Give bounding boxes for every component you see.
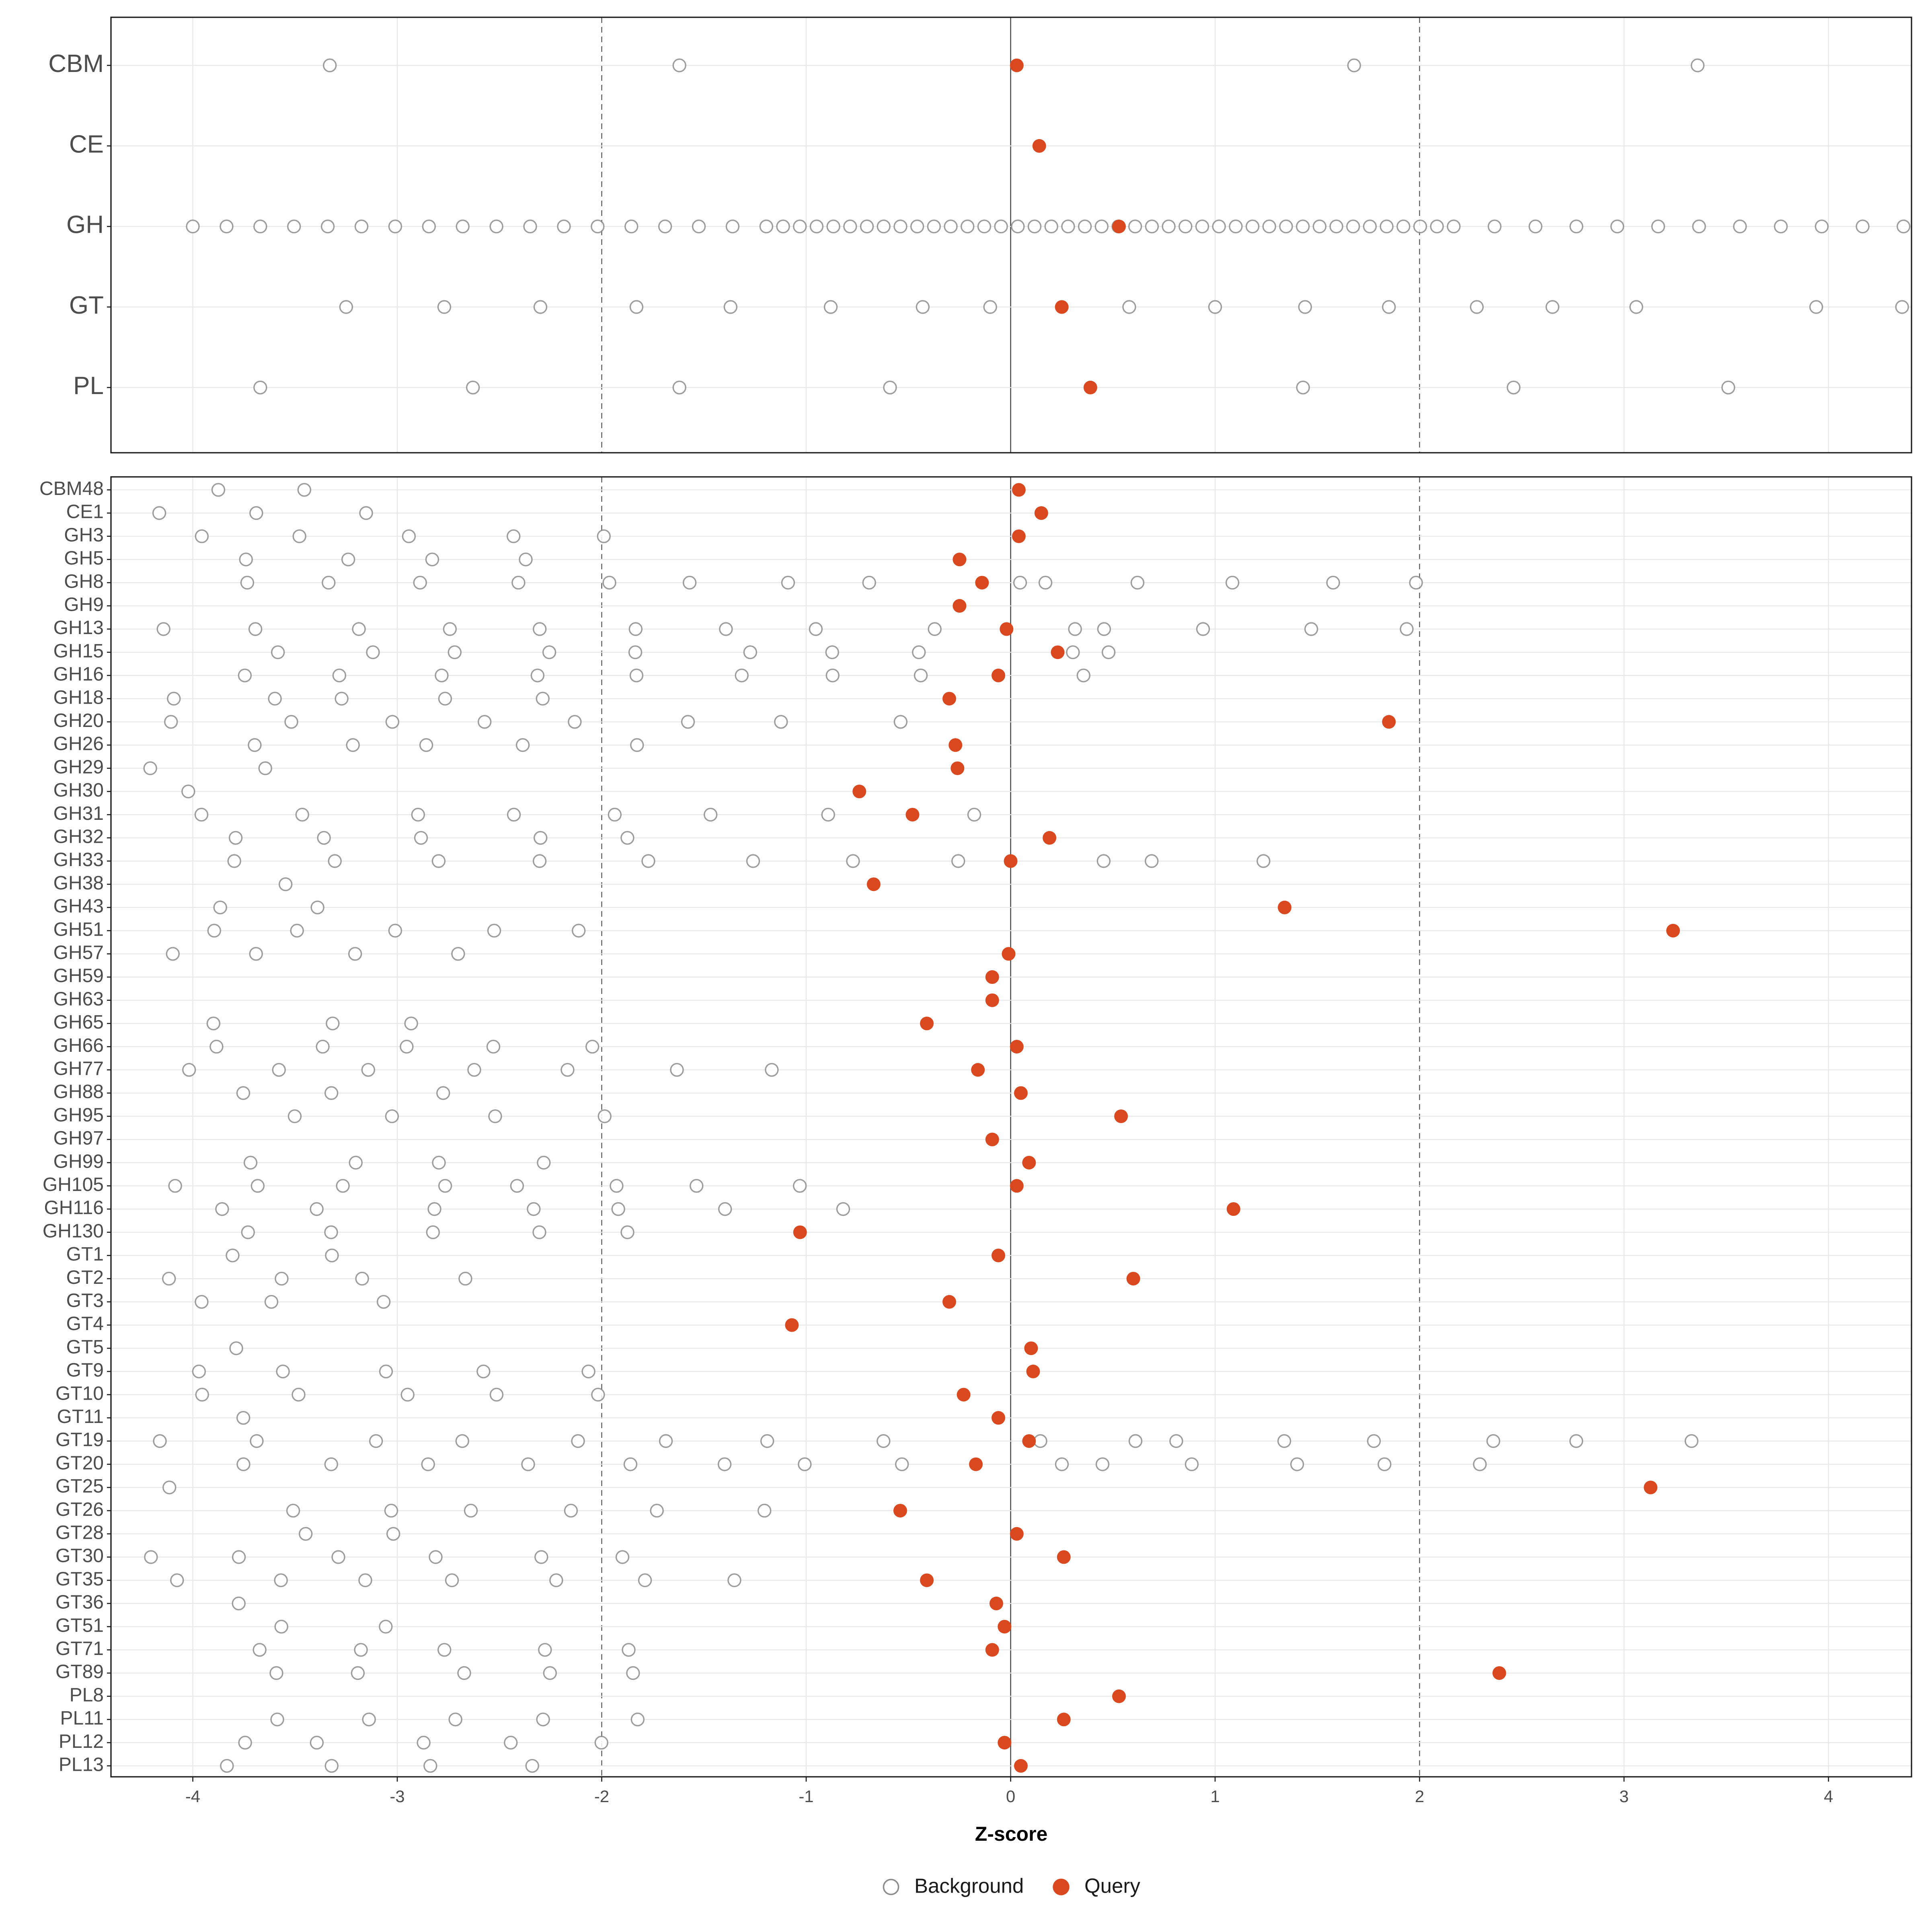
svg-text:GH8: GH8 [64,571,104,592]
svg-text:GH105: GH105 [43,1174,104,1195]
svg-text:GH116: GH116 [44,1197,104,1219]
svg-text:GT4: GT4 [66,1313,104,1335]
svg-text:GH20: GH20 [53,710,104,731]
svg-text:Query: Query [1084,1874,1140,1897]
svg-text:PL12: PL12 [59,1731,104,1752]
svg-text:2: 2 [1415,1787,1424,1806]
svg-text:GH16: GH16 [53,664,104,685]
svg-text:GT11: GT11 [57,1406,104,1427]
svg-text:GH3: GH3 [64,524,104,546]
svg-text:GH99: GH99 [53,1151,104,1172]
svg-text:GH9: GH9 [64,594,104,615]
svg-text:GH15: GH15 [53,641,104,662]
svg-text:GT5: GT5 [66,1337,104,1358]
svg-text:-4: -4 [185,1787,200,1806]
svg-text:PL13: PL13 [59,1754,104,1775]
svg-text:GT26: GT26 [55,1499,104,1520]
svg-text:GH18: GH18 [53,687,104,708]
svg-text:3: 3 [1619,1787,1628,1806]
svg-text:GH38: GH38 [53,873,104,894]
svg-text:GH29: GH29 [53,756,104,778]
svg-text:GT28: GT28 [55,1522,104,1543]
svg-text:CE: CE [69,130,104,158]
svg-text:GH32: GH32 [53,826,104,847]
svg-text:GH77: GH77 [53,1058,104,1079]
svg-text:GH31: GH31 [53,803,104,824]
svg-text:GT35: GT35 [55,1569,104,1590]
svg-text:1: 1 [1210,1787,1220,1806]
svg-text:GT9: GT9 [66,1360,104,1381]
svg-text:-2: -2 [594,1787,609,1806]
svg-text:GH97: GH97 [53,1128,104,1149]
svg-text:GH51: GH51 [53,919,104,940]
svg-text:GH33: GH33 [53,849,104,871]
svg-text:GT20: GT20 [55,1452,104,1474]
svg-text:GT19: GT19 [55,1429,104,1451]
svg-text:GH: GH [66,211,104,239]
svg-text:GT71: GT71 [55,1638,104,1659]
svg-text:GH65: GH65 [53,1012,104,1033]
svg-text:-3: -3 [390,1787,404,1806]
svg-text:GH57: GH57 [53,942,104,963]
svg-text:GH30: GH30 [53,780,104,801]
svg-text:GH5: GH5 [64,548,104,569]
svg-text:GT51: GT51 [55,1615,104,1636]
svg-text:GH43: GH43 [53,896,104,917]
svg-text:GH26: GH26 [53,733,104,755]
svg-text:GH66: GH66 [53,1035,104,1056]
svg-text:Z-score: Z-score [975,1823,1048,1845]
svg-text:GT36: GT36 [55,1592,104,1613]
svg-text:CBM48: CBM48 [39,478,104,499]
svg-text:Background: Background [914,1874,1024,1897]
svg-text:GH130: GH130 [43,1220,104,1242]
svg-text:GH88: GH88 [53,1081,104,1103]
svg-text:PL: PL [73,372,104,400]
svg-text:-1: -1 [799,1787,813,1806]
svg-text:PL11: PL11 [60,1708,104,1729]
svg-text:GT3: GT3 [66,1290,104,1311]
svg-text:GT: GT [69,292,104,319]
svg-text:CBM: CBM [48,50,104,78]
svg-text:GH59: GH59 [53,965,104,987]
svg-text:GH95: GH95 [53,1105,104,1126]
svg-text:GT2: GT2 [66,1267,104,1288]
svg-text:CE1: CE1 [66,501,104,523]
svg-text:0: 0 [1006,1787,1015,1806]
svg-text:PL8: PL8 [70,1684,104,1706]
svg-text:GH63: GH63 [53,988,104,1010]
svg-text:GT25: GT25 [55,1476,104,1497]
svg-text:GT89: GT89 [55,1661,104,1683]
svg-text:4: 4 [1824,1787,1833,1806]
svg-text:GT1: GT1 [66,1244,104,1265]
svg-text:GT30: GT30 [55,1545,104,1567]
svg-text:GT10: GT10 [55,1383,104,1404]
svg-text:GH13: GH13 [53,617,104,639]
